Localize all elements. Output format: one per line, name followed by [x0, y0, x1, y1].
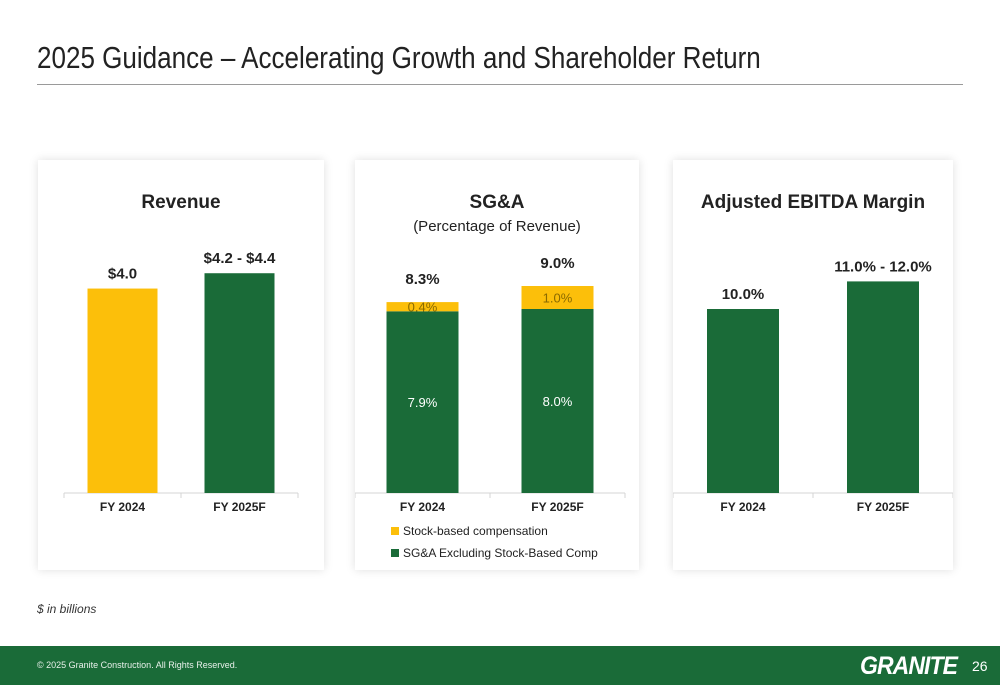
bar-segment	[521, 286, 594, 309]
sga-chart: SG&A (Percentage of Revenue) FY 2024 7.9% 0.…	[355, 192, 626, 560]
segment-label: 1.0%	[543, 291, 573, 306]
bar	[847, 281, 919, 493]
category-label: FY 2025F	[857, 500, 909, 514]
revenue-chart: Revenue FY 2024 $4.0 FY 2025F $4.2 - $4.4	[63, 192, 299, 514]
bar-segment	[386, 311, 459, 493]
ebitda-margin-chart: Adjusted EBITDA Margin FY 2024 10.0% FY 202…	[673, 192, 953, 514]
chart-title: SG&A	[470, 192, 525, 213]
legend-swatch	[391, 549, 399, 557]
chart-subtitle: (Percentage of Revenue)	[413, 218, 581, 235]
units-note: $ in billions	[37, 602, 97, 616]
category-label: FY 2024	[400, 500, 445, 514]
bar	[707, 309, 779, 493]
chart-title: Adjusted EBITDA Margin	[701, 192, 925, 213]
segment-label: 7.9%	[408, 395, 438, 410]
legend-label: SG&A Excluding Stock-Based Comp	[403, 546, 598, 560]
sga-chart-panel: SG&A (Percentage of Revenue) FY 2024 7.9% 0.…	[355, 160, 639, 570]
legend-swatch	[391, 527, 399, 535]
category-label: FY 2025F	[531, 500, 583, 514]
segment-label: 0.4%	[408, 300, 438, 315]
value-label: 11.0% - 12.0%	[834, 258, 932, 275]
copyright-text: © 2025 Granite Construction. All Rights …	[37, 660, 238, 670]
chart-title: Revenue	[141, 192, 220, 213]
category-label: FY 2024	[720, 500, 765, 514]
footer-bar: © 2025 Granite Construction. All Rights …	[0, 646, 1000, 685]
granite-logo: GRANITE	[860, 652, 958, 680]
value-label: 10.0%	[722, 286, 765, 303]
category-label: FY 2024	[100, 500, 145, 514]
category-label: FY 2025F	[213, 500, 265, 514]
value-label: $4.0	[108, 266, 137, 283]
segment-label: 8.0%	[543, 394, 573, 409]
bar-segment	[386, 302, 459, 312]
total-label: 9.0%	[540, 255, 574, 272]
page-number: 26	[972, 658, 988, 674]
page-title: 2025 Guidance – Accelerating Growth and …	[37, 40, 761, 75]
ebitda-chart-panel: Adjusted EBITDA Margin FY 2024 10.0% FY 202…	[673, 160, 953, 570]
bar	[87, 288, 158, 493]
value-label: $4.2 - $4.4	[204, 250, 276, 267]
title-divider	[37, 84, 963, 85]
revenue-chart-panel: Revenue FY 2024 $4.0 FY 2025F $4.2 - $4.4	[38, 160, 324, 570]
bar-segment	[521, 309, 594, 493]
total-label: 8.3%	[405, 271, 439, 288]
bar	[204, 273, 275, 493]
legend-label: Stock-based compensation	[403, 524, 548, 538]
